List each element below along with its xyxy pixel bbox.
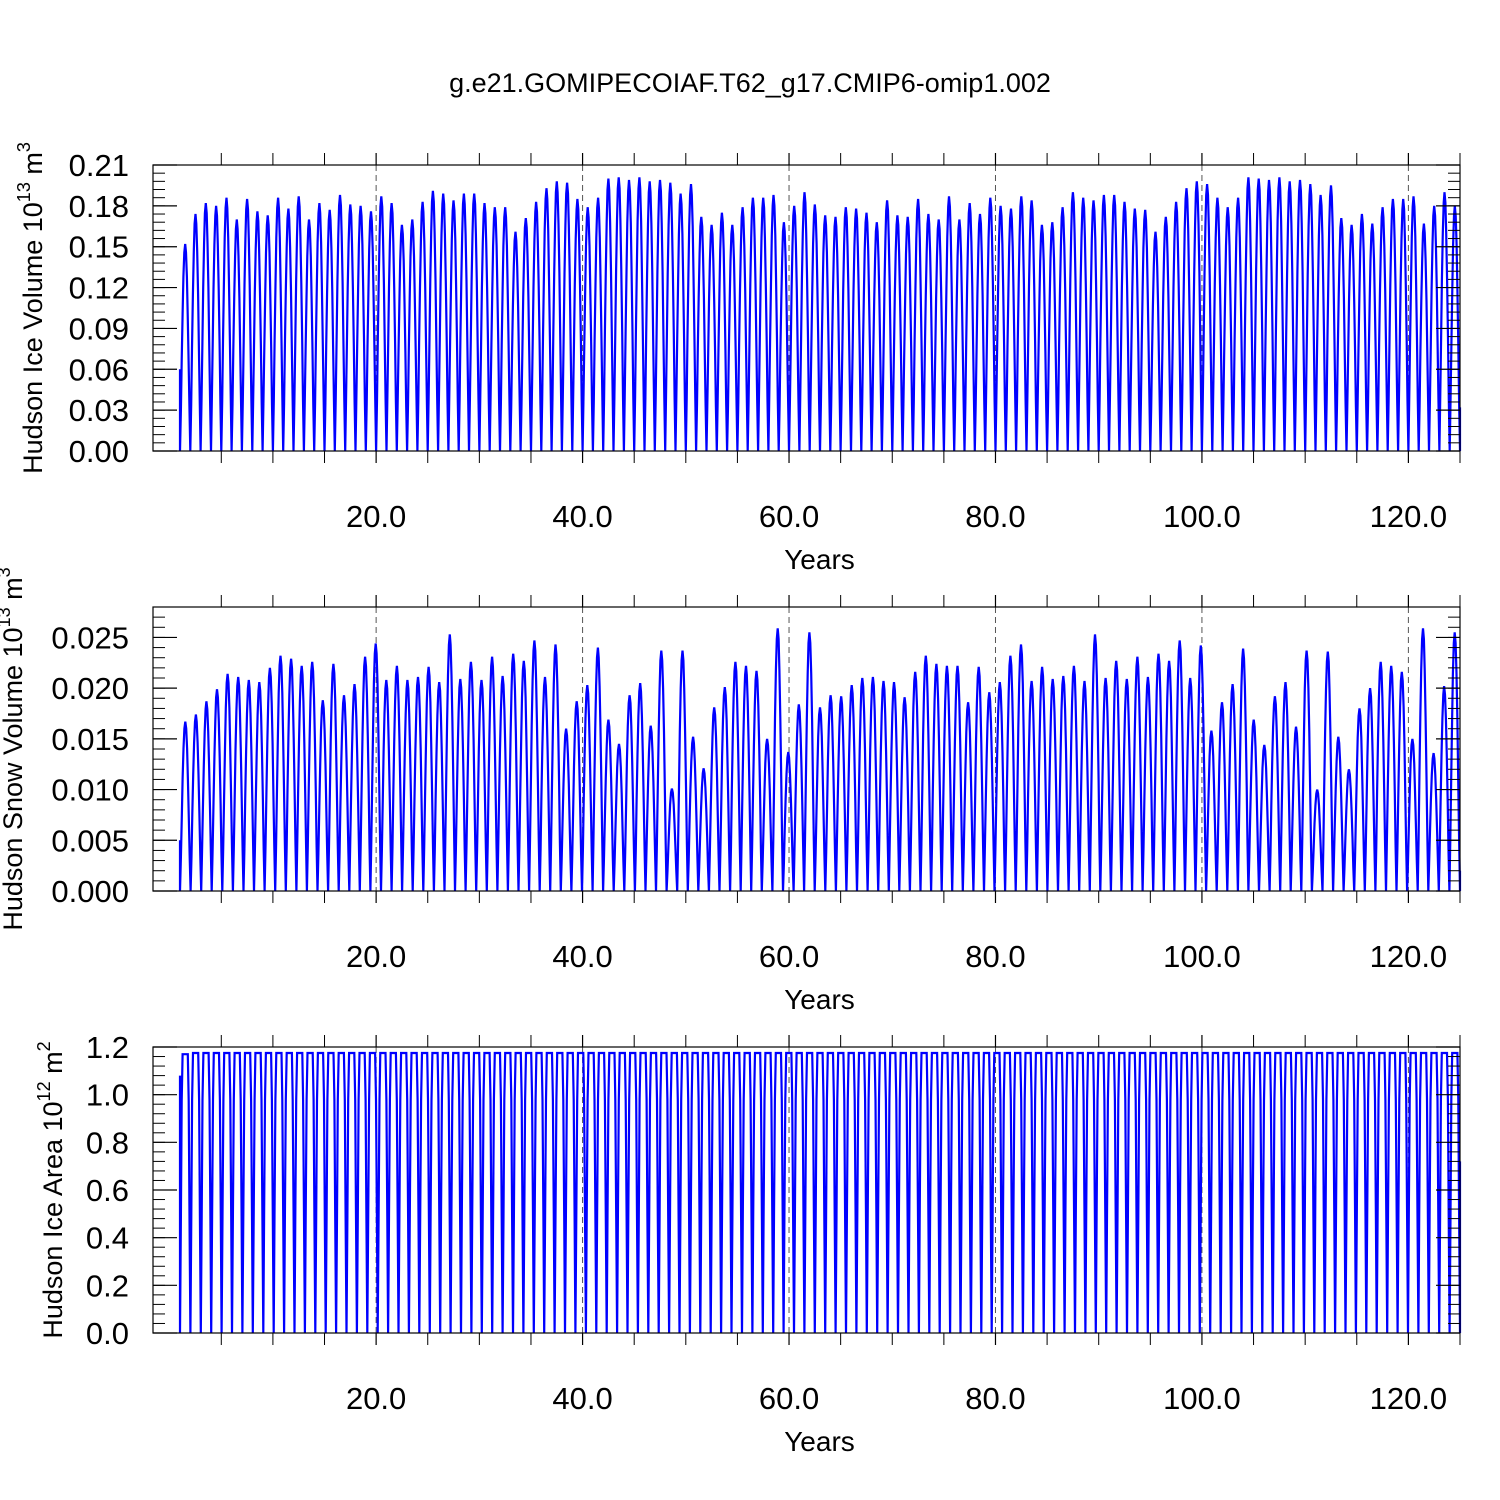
x-tick-label: 40.0 bbox=[552, 1381, 612, 1416]
x-tick-label: 40.0 bbox=[552, 499, 612, 534]
x-tick-label: 80.0 bbox=[965, 939, 1025, 974]
y-tick-label: 1.2 bbox=[86, 1030, 129, 1065]
y-tick-label: 0.6 bbox=[86, 1173, 129, 1208]
x-tick-label: 100.0 bbox=[1163, 939, 1241, 974]
y-tick-label: 0.03 bbox=[69, 393, 129, 428]
x-axis-label: Years bbox=[784, 544, 855, 575]
y-tick-label: 0.005 bbox=[51, 823, 129, 858]
x-tick-label: 80.0 bbox=[965, 1381, 1025, 1416]
ice-area-panel: 0.0 0.2 0.4 0.6 0.8 1.0 1.2 20.0 40.0 60.0 80.0 100… bbox=[34, 1030, 1462, 1457]
x-tick-label: 20.0 bbox=[346, 499, 406, 534]
y-tick-label: 0.06 bbox=[69, 352, 129, 387]
y-tick-label: 0.09 bbox=[69, 311, 129, 346]
x-tick-label: 40.0 bbox=[552, 939, 612, 974]
y-tick-label: 0.2 bbox=[86, 1268, 129, 1303]
plot-frame bbox=[152, 164, 1461, 452]
y-tick-label: 0.4 bbox=[86, 1221, 129, 1256]
x-tick-label: 60.0 bbox=[759, 1381, 819, 1416]
y-axis-label: Hudson Ice Volume 1013 m3 bbox=[14, 142, 48, 474]
ice-volume-panel: 0.00 0.03 0.06 0.09 0.12 0.15 0.18 0.21 20.0 40.0… bbox=[14, 142, 1462, 575]
x-axis-label: Years bbox=[784, 1426, 855, 1457]
y-tick-label: 0.020 bbox=[51, 671, 129, 706]
y-tick-label: 1.0 bbox=[86, 1078, 129, 1113]
series-line bbox=[178, 177, 1462, 452]
y-tick-label: 0.21 bbox=[69, 148, 129, 183]
y-tick-label: 0.15 bbox=[69, 230, 129, 265]
y-axis-label: Hudson Snow Volume 1013 m3 bbox=[0, 567, 28, 930]
x-tick-label: 120.0 bbox=[1370, 939, 1448, 974]
x-tick-label: 120.0 bbox=[1370, 1381, 1448, 1416]
y-tick-label: 0.0 bbox=[86, 1316, 129, 1351]
figure-title: g.e21.GOMIPECOIAF.T62_g17.CMIP6-omip1.00… bbox=[449, 68, 1051, 98]
x-tick-label: 60.0 bbox=[759, 499, 819, 534]
y-tick-label: 0.025 bbox=[51, 620, 129, 655]
x-tick-label: 100.0 bbox=[1163, 1381, 1241, 1416]
y-tick-label: 0.015 bbox=[51, 722, 129, 757]
x-axis-label: Years bbox=[784, 984, 855, 1015]
y-tick-label: 0.000 bbox=[51, 874, 129, 909]
y-tick-label: 0.010 bbox=[51, 773, 129, 808]
series-line bbox=[178, 1051, 1462, 1334]
y-tick-label: 0.8 bbox=[86, 1125, 129, 1160]
x-tick-label: 100.0 bbox=[1163, 499, 1241, 534]
x-tick-label: 80.0 bbox=[965, 499, 1025, 534]
snow-volume-panel: 0.000 0.005 0.010 0.015 0.020 0.025 20.0 40.0 60… bbox=[0, 567, 1462, 1015]
y-axis-label: Hudson Ice Area 1012 m2 bbox=[34, 1041, 68, 1338]
x-tick-label: 120.0 bbox=[1370, 499, 1448, 534]
y-tick-label: 0.18 bbox=[69, 189, 129, 224]
y-tick-label: 0.00 bbox=[69, 434, 129, 469]
x-tick-label: 60.0 bbox=[759, 939, 819, 974]
series-line bbox=[178, 628, 1462, 892]
x-tick-label: 20.0 bbox=[346, 939, 406, 974]
x-tick-label: 20.0 bbox=[346, 1381, 406, 1416]
y-tick-label: 0.12 bbox=[69, 271, 129, 306]
